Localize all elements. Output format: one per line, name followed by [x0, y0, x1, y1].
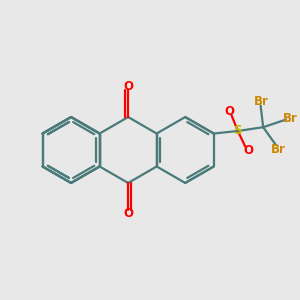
Text: Br: Br [283, 112, 298, 125]
Text: S: S [234, 124, 242, 137]
Text: O: O [123, 207, 133, 220]
Text: O: O [123, 80, 133, 93]
Text: O: O [243, 143, 253, 157]
Text: Br: Br [254, 95, 269, 108]
Text: Br: Br [271, 142, 286, 155]
Text: O: O [224, 106, 234, 118]
